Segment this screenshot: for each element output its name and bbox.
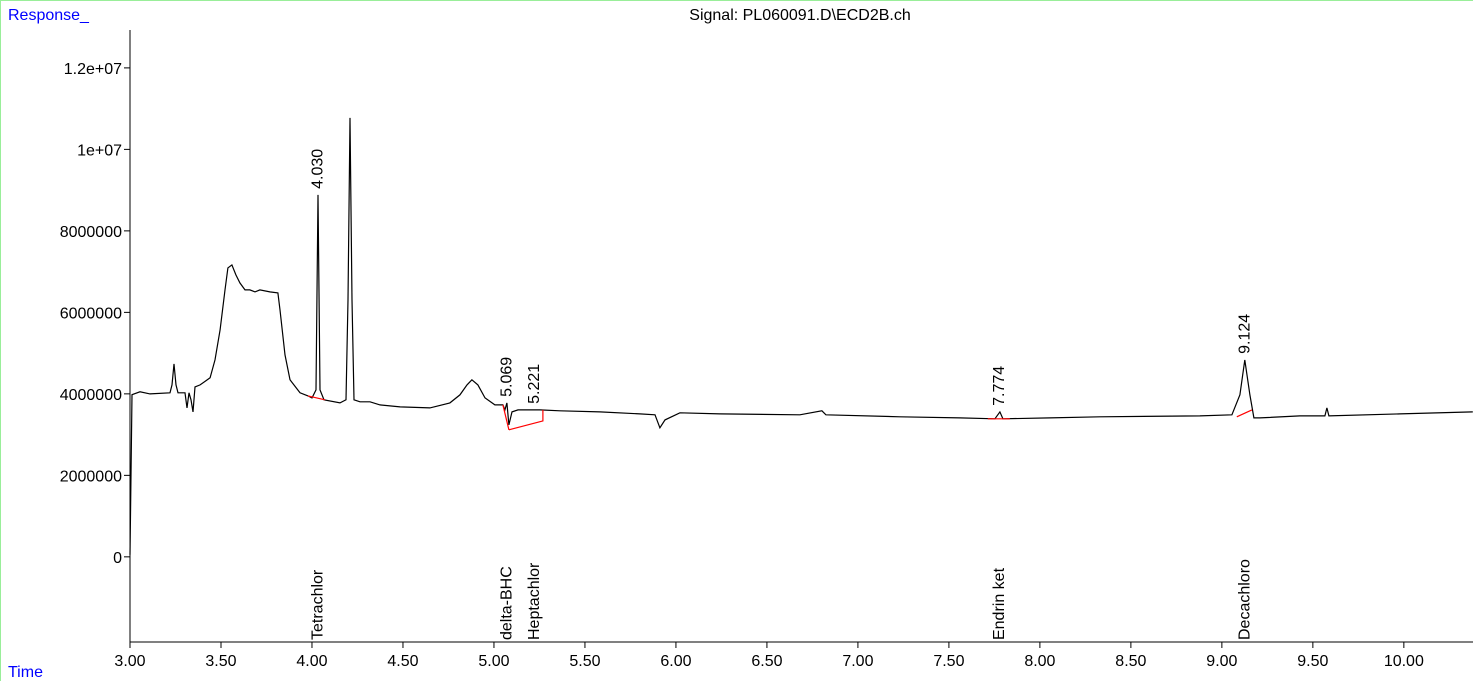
x-tick-label: 7.50 [933, 653, 964, 670]
compound-name: Heptachlor [526, 562, 543, 640]
x-tick-label: 9.00 [1206, 653, 1237, 670]
integration-baseline [307, 395, 326, 401]
compound-name: Tetrachlor [309, 569, 326, 640]
x-tick-label: 8.00 [1024, 653, 1055, 670]
y-tick-label: 1e+07 [77, 142, 122, 159]
compound-name: delta-BHC [499, 566, 516, 640]
compound-name: Endrin ket [991, 567, 1008, 640]
x-tick-label: 3.50 [205, 653, 236, 670]
x-tick-label: 6.00 [660, 653, 691, 670]
integration-baseline [1236, 409, 1253, 418]
y-axis-label: Response_ [8, 7, 90, 24]
peak-rt-label: 7.774 [991, 366, 1008, 406]
compound-name: Decachloro [1236, 559, 1253, 640]
x-tick-label: 5.00 [478, 653, 509, 670]
peak-rt-label: 5.069 [499, 357, 516, 397]
x-tick-label: 4.50 [387, 653, 418, 670]
peak-rt-label: 4.030 [309, 149, 326, 189]
x-tick-label: 8.50 [1115, 653, 1146, 670]
x-tick-label: 10.00 [1384, 653, 1424, 670]
x-tick-label: 9.50 [1297, 653, 1328, 670]
y-tick-label: 1.2e+07 [64, 61, 122, 78]
trace [129, 117, 1473, 555]
y-tick-label: 4000000 [60, 387, 122, 404]
x-tick-label: 5.50 [569, 653, 600, 670]
y-tick-label: 2000000 [60, 468, 122, 485]
integration-baseline [502, 404, 510, 430]
x-tick-label: 7.00 [842, 653, 873, 670]
peak-rt-label: 5.221 [526, 364, 543, 404]
y-tick-label: 6000000 [60, 305, 122, 322]
x-tick-label: 4.00 [296, 653, 327, 670]
peak-rt-label: 9.124 [1236, 314, 1253, 354]
x-tick-label: 6.50 [751, 653, 782, 670]
x-axis-label: Time [8, 664, 43, 681]
y-tick-label: 0 [113, 550, 122, 567]
x-tick-label: 3.00 [114, 653, 145, 670]
y-tick-label: 8000000 [60, 224, 122, 241]
integration-baseline [508, 409, 544, 431]
chart-title: Signal: PL060091.D\ECD2B.ch [689, 7, 910, 24]
